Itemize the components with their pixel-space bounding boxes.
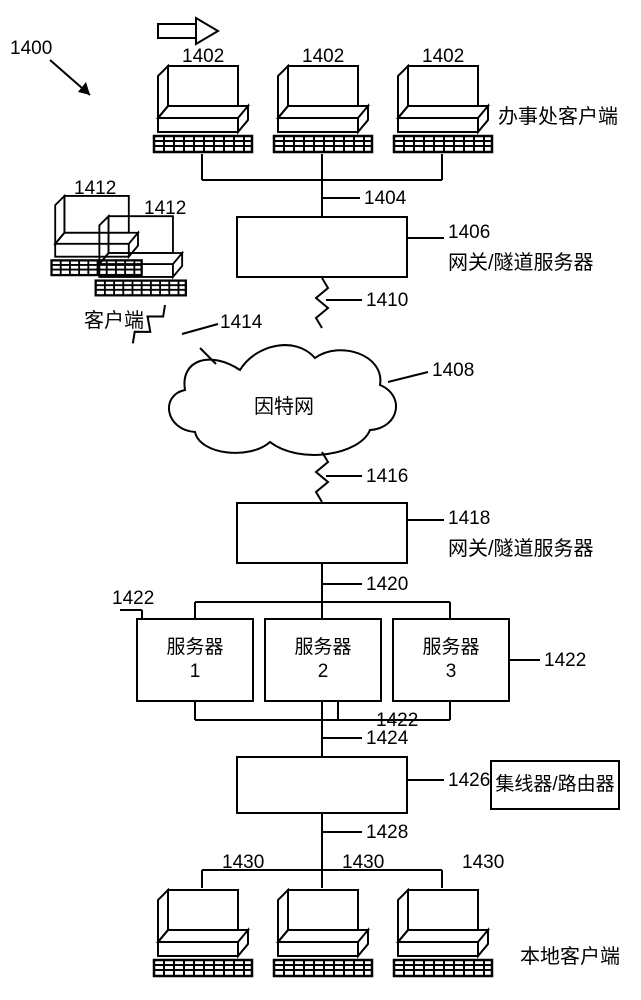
ref-1430-1: 1430 — [222, 852, 264, 874]
ref-1404: 1404 — [364, 188, 406, 210]
hub-label: 集线器/路由器 — [495, 773, 614, 797]
diagram-canvas — [0, 0, 641, 1000]
ref-1412-1: 1412 — [74, 178, 116, 200]
server3-box: 服务器 3 — [392, 618, 510, 702]
ref-1422-left: 1422 — [112, 588, 154, 610]
hub-box — [236, 756, 408, 814]
label-bottom-clients: 本地客户端 — [520, 940, 620, 969]
ref-1412-2: 1412 — [144, 198, 186, 220]
ref-1416: 1416 — [366, 466, 408, 488]
ref-1400: 1400 — [10, 38, 52, 60]
ref-1410: 1410 — [366, 290, 408, 312]
ref-1426: 1426 — [448, 770, 490, 792]
ref-1422-right: 1422 — [544, 650, 586, 672]
server2-box: 服务器 2 — [264, 618, 382, 702]
ref-1420: 1420 — [366, 574, 408, 596]
server1-box: 服务器 1 — [136, 618, 254, 702]
ref-1406: 1406 — [448, 222, 490, 244]
ref-1430-3: 1430 — [462, 852, 504, 874]
ref-1430-2: 1430 — [342, 852, 384, 874]
label-top-clients: 办事处客户端 — [498, 100, 618, 129]
ref-1402-3: 1402 — [422, 46, 464, 68]
ref-1428: 1428 — [366, 822, 408, 844]
cloud-label: 因特网 — [254, 390, 314, 419]
ref-1414: 1414 — [220, 312, 262, 334]
label-side-clients: 客户端 — [84, 304, 144, 333]
ref-1402-1: 1402 — [182, 46, 224, 68]
ref-1402-2: 1402 — [302, 46, 344, 68]
gateway1-box — [236, 216, 408, 278]
gateway2-box — [236, 502, 408, 564]
ref-1408: 1408 — [432, 360, 474, 382]
label-gateway2: 网关/隧道服务器 — [448, 532, 594, 561]
hub-label-box: 集线器/路由器 — [490, 760, 620, 810]
ref-1418: 1418 — [448, 508, 490, 530]
label-gateway1: 网关/隧道服务器 — [448, 246, 594, 275]
ref-1424: 1424 — [366, 728, 408, 750]
